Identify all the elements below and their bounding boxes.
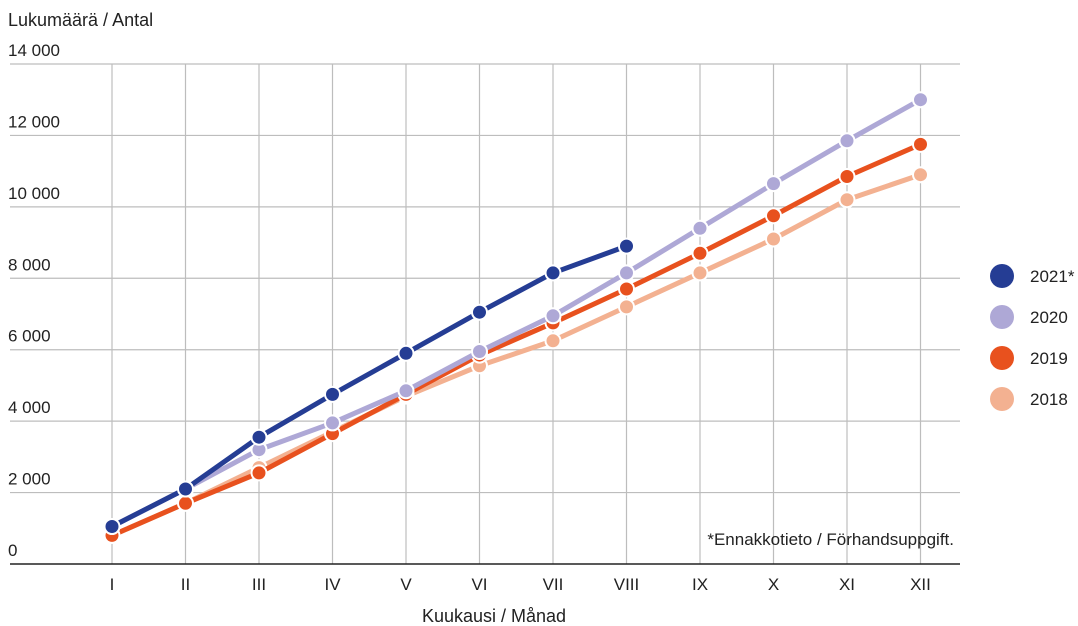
x-tick-label: I [110,575,115,594]
data-point [912,135,929,153]
data-point [177,494,194,512]
legend-swatch [990,305,1014,329]
data-point [618,280,635,298]
data-point [765,175,782,193]
x-tick-label: IV [324,575,341,594]
data-point [838,132,856,150]
data-point [397,344,415,362]
legend-item: 2020 [990,305,1068,329]
data-point [471,303,488,321]
series-2021 [103,237,635,535]
y-axis-title: Lukumäärä / Antal [8,10,153,30]
legend-item: 2019 [990,346,1068,370]
annotation-note: *Ennakkotieto / Förhandsuppgift. [707,530,954,549]
data-point [177,480,194,498]
data-point [691,219,709,237]
x-tick-label: XII [910,575,931,594]
y-tick-label: 10 000 [8,184,60,203]
data-point [912,166,929,184]
x-tick-label: VII [543,575,564,594]
x-tick-label: III [252,575,266,594]
legend-item: 2021* [990,264,1075,288]
data-point [324,414,341,432]
legend-swatch [990,264,1014,288]
data-point [765,230,782,248]
data-point [471,343,488,360]
data-point [912,91,929,109]
series-line [109,97,923,529]
y-tick-label: 6 000 [8,327,51,346]
legend-label: 2020 [1030,308,1068,327]
data-point [397,382,415,400]
legend-label: 2018 [1030,390,1068,409]
data-point [618,264,635,282]
data-point [838,168,856,185]
legend-item: 2018 [990,387,1068,411]
data-point [838,191,856,209]
data-point [691,244,709,262]
x-tick-label: VI [471,575,487,594]
y-tick-label: 8 000 [8,255,51,274]
legend-label: 2019 [1030,349,1068,368]
x-tick-label: XI [839,575,855,594]
series-line [109,172,923,538]
x-tick-label: II [181,575,190,594]
y-tick-label: 14 000 [8,41,60,60]
series-2020 [103,91,929,535]
legend-swatch [990,346,1014,370]
x-tick-label: X [768,575,779,594]
data-point [691,264,709,282]
data-point [765,207,782,225]
y-tick-label: 2 000 [8,470,51,489]
legend-swatch [990,387,1014,411]
x-tick-label: IX [692,575,708,594]
data-point [544,307,562,325]
data-point [103,518,121,535]
data-point [618,237,635,255]
data-point [250,428,268,446]
legend-label: 2021* [1030,267,1075,286]
x-tick-label: V [400,575,412,594]
legend: 2021* 2020 2019 2018 [990,264,1075,411]
series-line [109,141,923,538]
x-axis-title: Kuukausi / Månad [422,606,566,626]
data-point [544,332,562,350]
y-tick-label: 12 000 [8,112,60,131]
y-axis-ticks: 0 2 000 4 000 6 000 8 000 10 000 12 000 14 000 [8,41,60,560]
x-tick-label: VIII [614,575,640,594]
y-tick-label: 0 [8,541,17,560]
data-point [250,464,268,482]
y-tick-label: 4 000 [8,398,51,417]
series-lines [103,91,929,544]
series-line [109,243,629,529]
data-point [618,298,635,316]
data-point [324,385,341,403]
data-point [544,264,562,282]
x-axis-ticks: I II III IV V VI VII VIII IX X XI XII [110,575,931,594]
